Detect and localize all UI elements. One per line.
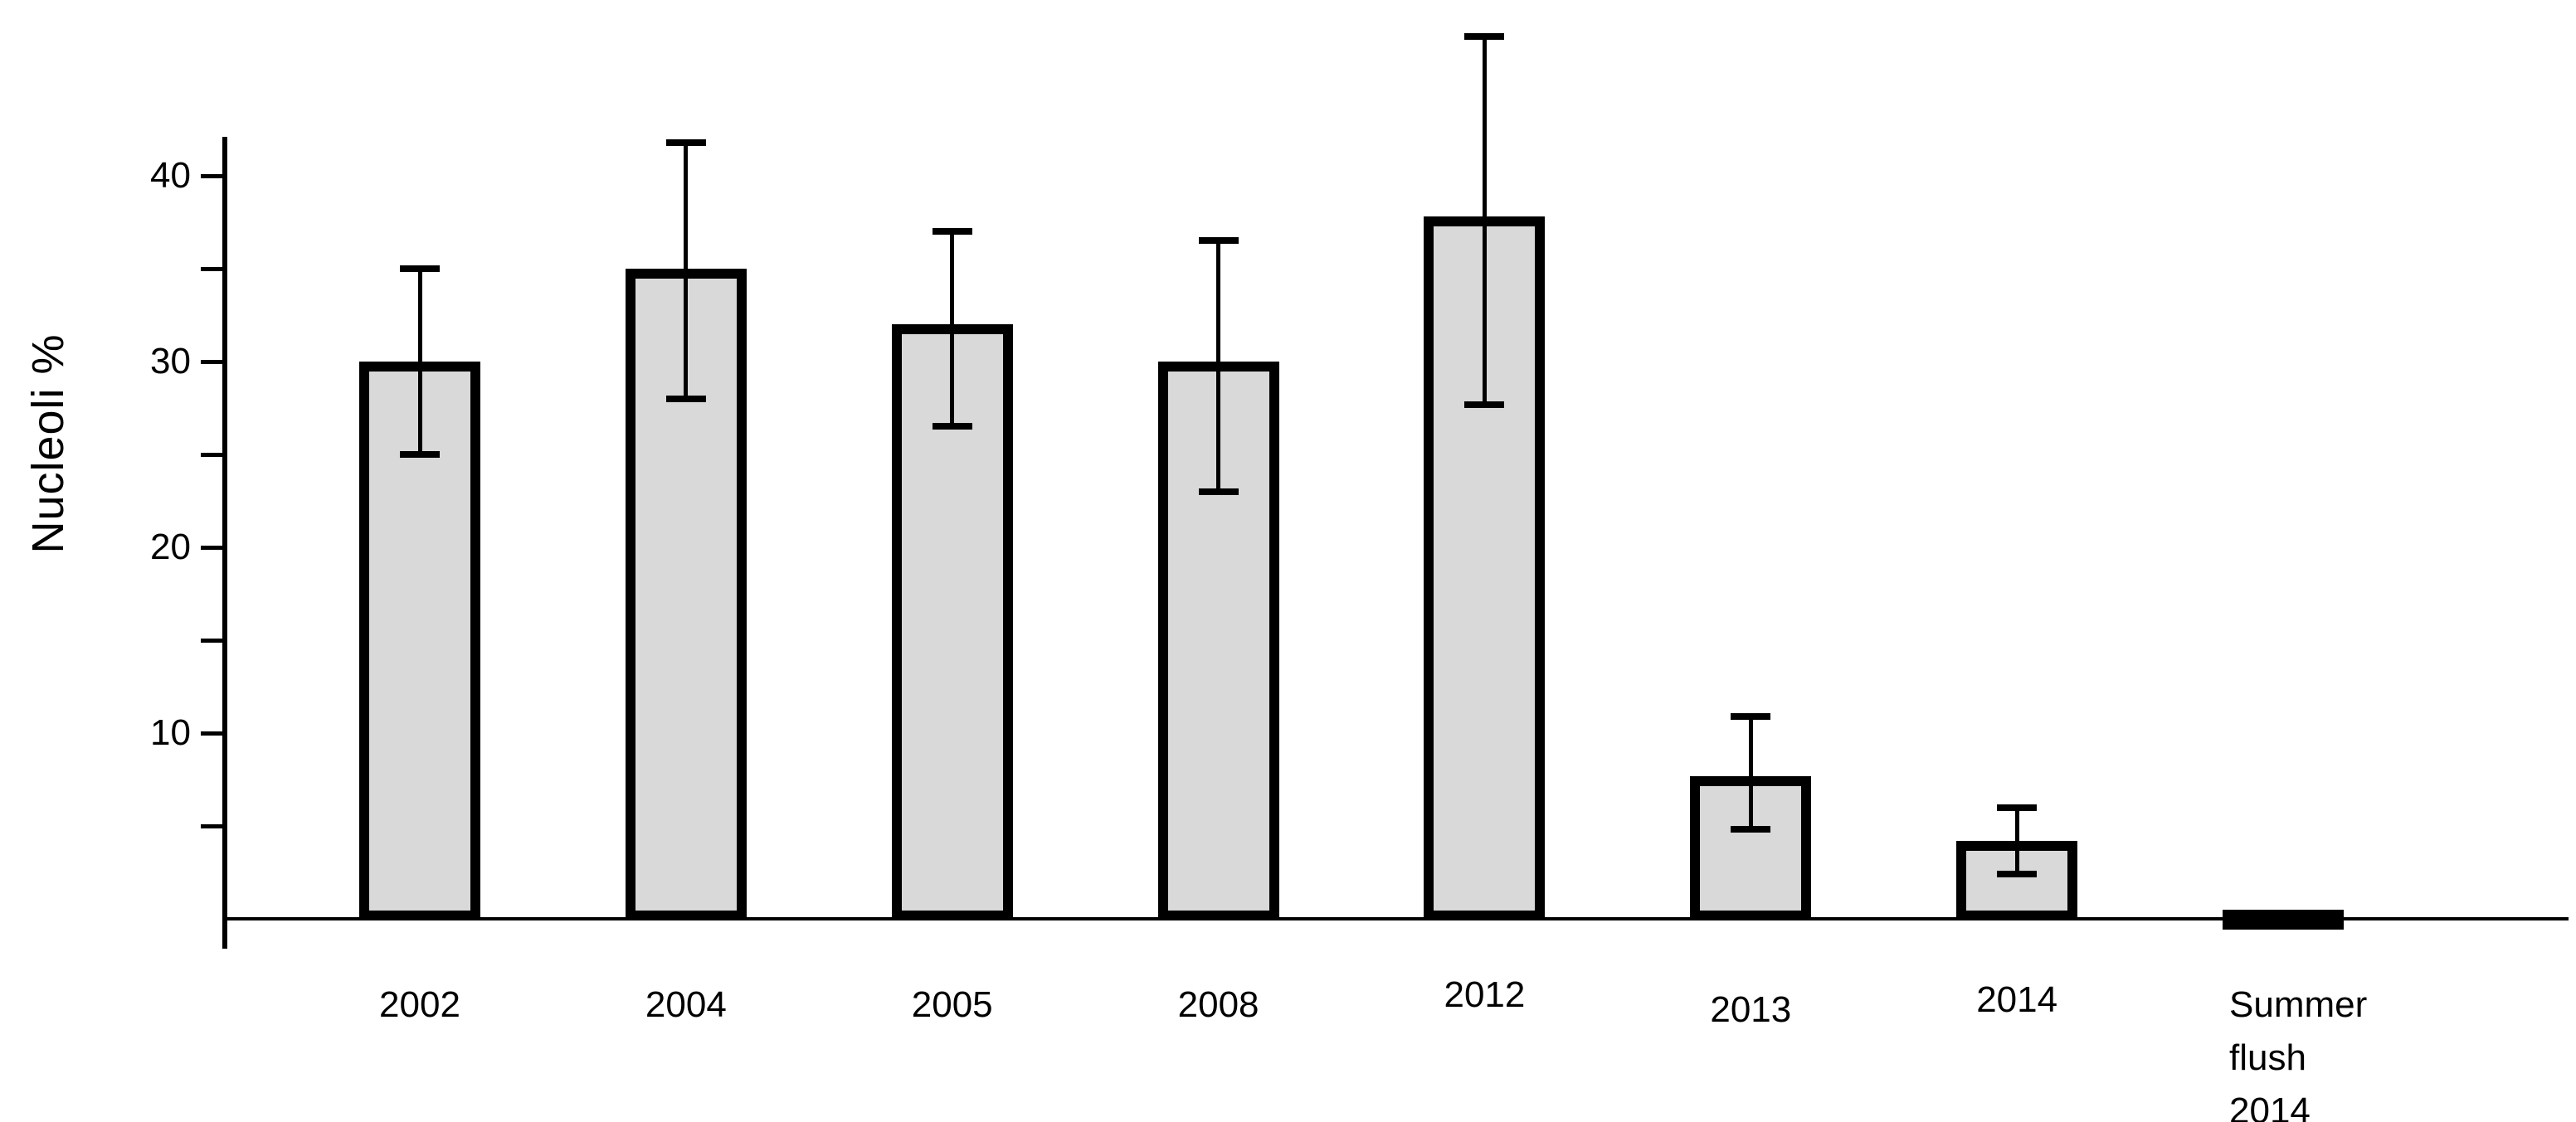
error-bar-line: [1482, 36, 1487, 405]
error-bar-cap-bottom: [932, 423, 972, 430]
y-tick-label: 20: [150, 527, 191, 567]
error-bar-cap-top: [1198, 237, 1239, 245]
error-bar-cap-top: [1731, 712, 1771, 720]
error-bar-line: [1216, 240, 1221, 492]
x-tick-label: 2013: [1710, 989, 1792, 1030]
y-minor-tick: [201, 266, 222, 271]
error-bar-cap-bottom: [1731, 826, 1771, 833]
error-bar-cap-bottom: [400, 451, 440, 458]
x-tick-label: 2005: [911, 984, 993, 1025]
error-bar-cap-bottom: [1464, 401, 1505, 408]
y-major-tick: [201, 359, 222, 364]
x-axis-line: [222, 917, 2569, 920]
y-tick-label: 40: [150, 155, 191, 196]
error-bar-cap-bottom: [1997, 871, 2038, 878]
error-bar-line: [417, 269, 422, 454]
x-tick-label: 2004: [645, 984, 727, 1025]
y-major-tick: [201, 731, 222, 736]
bar: [1690, 775, 1812, 920]
y-minor-tick: [201, 823, 222, 828]
x-tick-label: 2012: [1444, 974, 1526, 1015]
y-major-tick: [201, 545, 222, 550]
error-bar-cap-top: [400, 265, 440, 272]
error-bar-line: [1748, 716, 1753, 830]
error-bar-cap-top: [665, 138, 706, 146]
y-tick-label: 10: [150, 712, 191, 753]
y-major-tick: [201, 173, 222, 178]
bar: [2223, 909, 2345, 930]
x-tick-label: 2002: [379, 984, 460, 1025]
x-tick-label: Summer flush 2014: [2229, 984, 2368, 1122]
y-tick-label: 30: [150, 341, 191, 381]
y-axis-line: [222, 137, 227, 949]
error-bar-line: [950, 231, 955, 427]
error-bar-cap-top: [1997, 804, 2038, 811]
x-tick-label: 2014: [1976, 979, 2058, 1020]
error-bar-cap-top: [932, 228, 972, 236]
error-bar-cap-top: [1464, 33, 1505, 40]
error-bar-line: [2014, 807, 2019, 875]
y-minor-tick: [201, 452, 222, 457]
error-bar-cap-bottom: [665, 395, 706, 402]
y-minor-tick: [201, 638, 222, 643]
y-axis-title: Nucleoli %: [23, 333, 73, 554]
x-tick-label: 2008: [1177, 984, 1259, 1025]
error-bar-cap-bottom: [1198, 488, 1239, 495]
error-bar-line: [684, 142, 689, 399]
